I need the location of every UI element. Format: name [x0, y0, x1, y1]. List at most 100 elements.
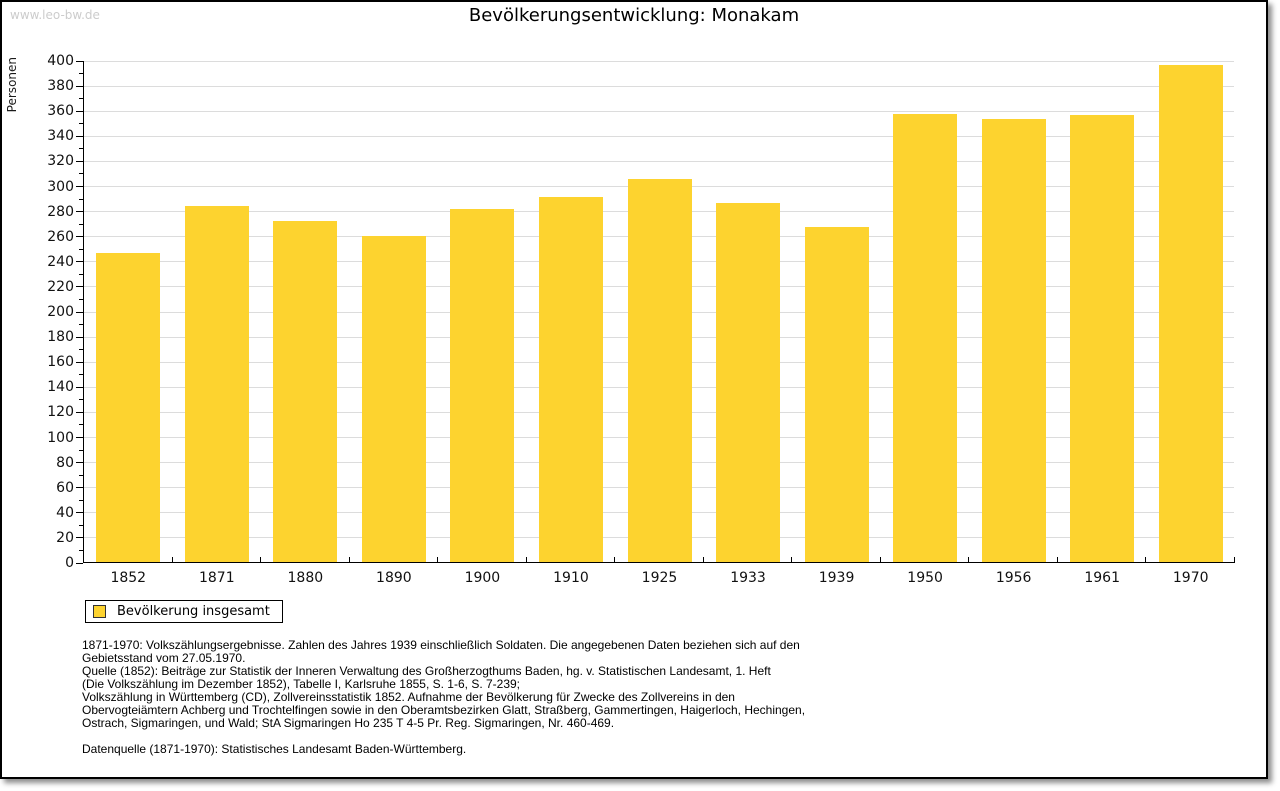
x-boundary-tick [1056, 557, 1058, 563]
legend-label: Bevölkerung insgesamt [117, 604, 270, 619]
y-tick-label: 280 [47, 203, 74, 220]
x-tick-label: 1939 [818, 570, 855, 586]
bar-chart-plot-area: 0 20 40 60 80 100 120 140 160 180 200 220 240 260 280 3… [47, 53, 1235, 586]
y-major-tick [76, 135, 83, 137]
y-minor-tick [79, 148, 83, 150]
y-major-tick [76, 286, 83, 288]
bar-1961 [1070, 115, 1135, 562]
y-minor-tick [79, 449, 83, 451]
y-tick-label: 200 [47, 304, 74, 320]
y-minor-tick [79, 273, 83, 275]
footnote-data-source: Datenquelle (1871-1970): Statistisches L… [82, 742, 467, 756]
legend-swatch-icon [93, 605, 106, 618]
bar-1890 [361, 235, 426, 562]
x-boundary-tick [1145, 557, 1147, 563]
y-tick-label: 0 [65, 555, 74, 571]
bar-1852 [96, 253, 161, 562]
y-axis-title: Personen [5, 57, 19, 113]
y-tick-label: 340 [47, 128, 74, 145]
y-minor-tick [79, 198, 83, 200]
x-tick-label: 1890 [376, 570, 412, 586]
y-major-tick [76, 160, 83, 162]
legend: Bevölkerung insgesamt [85, 600, 283, 623]
y-minor-tick [79, 549, 83, 551]
y-tick-label: 60 [56, 479, 74, 496]
x-boundary-tick [702, 557, 704, 563]
x-boundary-tick [348, 557, 350, 563]
x-boundary-tick [968, 557, 970, 563]
bar-1956 [981, 119, 1046, 562]
watermark: www.leo-bw.de [10, 8, 100, 22]
y-major-tick [76, 311, 83, 313]
y-minor-tick [79, 173, 83, 175]
x-boundary-tick [525, 557, 527, 563]
footnote-line: 1871-1970: Volkszählungsergebnisse. Zahl… [82, 638, 800, 652]
y-minor-tick [79, 474, 83, 476]
y-minor-tick [79, 349, 83, 351]
y-minor-tick [79, 524, 83, 526]
bar-1871 [184, 205, 249, 562]
y-minor-tick [79, 73, 83, 75]
page-title: Bevölkerungsentwicklung: Monakam [468, 5, 800, 26]
y-tick-label: 260 [47, 228, 74, 245]
footnote-line: Quelle (1852): Beiträge zur Statistik de… [82, 664, 771, 678]
gridline [84, 160, 1234, 162]
y-tick-label: 400 [47, 53, 74, 69]
y-minor-tick [79, 98, 83, 100]
bar-1880 [273, 220, 338, 562]
x-boundary-tick [260, 557, 262, 563]
y-minor-tick [79, 374, 83, 376]
y-major-tick [76, 110, 83, 112]
x-tick-label: 1956 [995, 570, 1032, 586]
y-tick-label: 160 [47, 354, 74, 371]
bar-1933 [716, 203, 781, 562]
x-tick-label: 1961 [1084, 570, 1120, 586]
x-boundary-tick [791, 557, 793, 563]
y-minor-tick [79, 223, 83, 225]
x-boundary-tick [614, 557, 616, 563]
y-major-tick [76, 386, 83, 388]
bar-1910 [538, 196, 603, 562]
y-tick-label: 360 [47, 103, 74, 120]
x-tick-label: 1970 [1172, 570, 1209, 586]
footnote-line: Volkszählung in Württemberg (CD), Zollve… [82, 690, 735, 704]
y-tick-label: 380 [47, 78, 74, 95]
x-boundary-tick [171, 557, 173, 563]
y-major-tick [76, 537, 83, 539]
y-major-tick [76, 186, 83, 187]
y-tick-label: 180 [47, 329, 74, 346]
gridline [84, 110, 1234, 112]
y-tick-label: 320 [47, 153, 74, 170]
x-tick-label: 1900 [464, 570, 501, 586]
y-major-tick [76, 411, 83, 413]
y-major-tick [76, 85, 83, 87]
y-tick-label: 80 [56, 454, 74, 471]
y-major-tick [76, 60, 83, 62]
y-minor-tick [79, 248, 83, 250]
y-minor-tick [79, 499, 83, 501]
y-tick-label: 240 [47, 253, 74, 270]
y-minor-tick [79, 123, 83, 125]
bar-1970 [1158, 65, 1223, 562]
y-tick-label: 20 [56, 529, 74, 546]
bar-1925 [627, 179, 692, 562]
y-minor-tick [79, 298, 83, 300]
y-minor-tick [79, 424, 83, 426]
chart-frame: www.leo-bw.de Bevölkerungsentwicklung: M… [0, 0, 1268, 779]
y-minor-tick [79, 324, 83, 326]
source-footnote: 1871-1970: Volkszählungsergebnisse. Zahl… [82, 639, 805, 756]
footnote-line: Gebietsstand vom 27.05.1970. [82, 651, 246, 665]
y-tick-label: 300 [47, 178, 74, 195]
footnote-line: Ostrach, Sigmaringen, und Wald; StA Sigm… [82, 716, 615, 730]
y-major-tick [76, 361, 83, 363]
x-boundary-tick [1234, 557, 1235, 563]
y-major-tick [76, 261, 83, 263]
x-tick-label: 1950 [907, 570, 943, 586]
footnote-line: (Die Volkszählung im Dezember 1852), Tab… [82, 677, 521, 691]
y-tick-label: 100 [47, 429, 74, 446]
y-major-tick [76, 562, 83, 564]
footnote-line: Obervogteiämtern Achberg und Trochtelfin… [82, 703, 806, 717]
bar-1950 [893, 113, 958, 562]
y-major-tick [76, 336, 83, 338]
x-tick-label: 1910 [553, 570, 589, 586]
